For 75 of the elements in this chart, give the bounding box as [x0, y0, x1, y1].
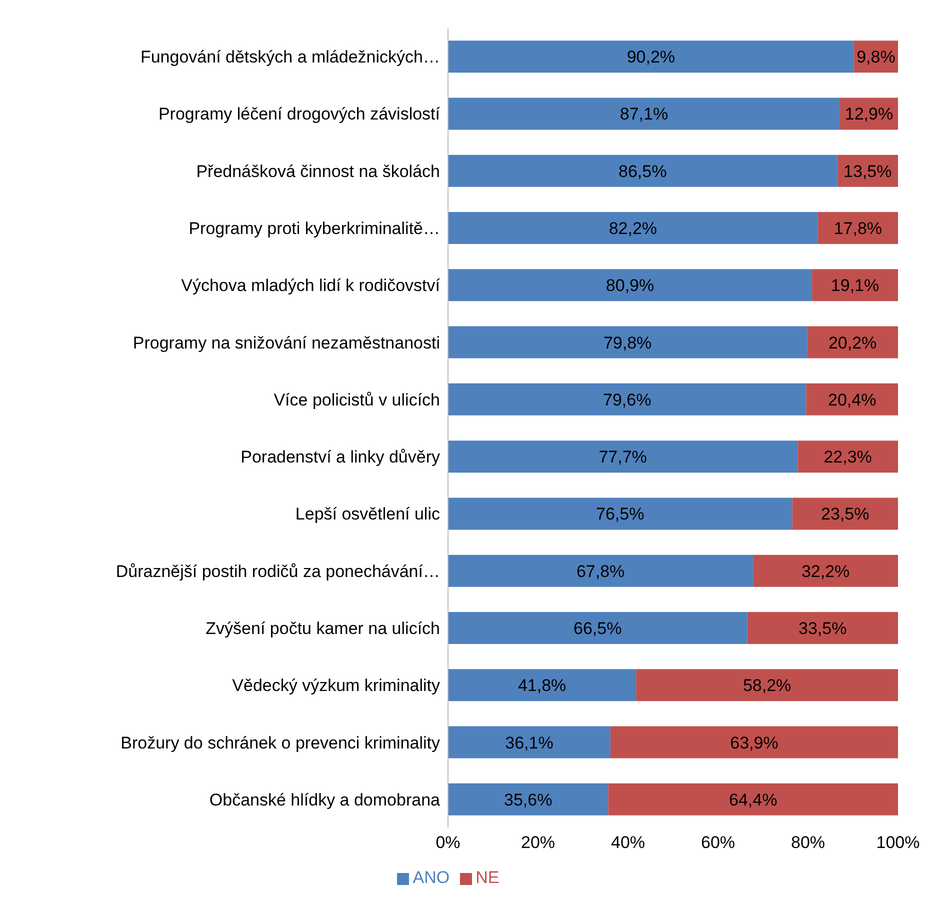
data-label: 76,5% — [596, 504, 644, 524]
data-label: 22,3% — [824, 448, 872, 467]
bar — [448, 612, 748, 644]
data-label: 41,8% — [518, 676, 566, 696]
bar — [448, 269, 812, 302]
bar — [747, 612, 898, 644]
bar — [448, 726, 610, 758]
data-label: 77,7% — [598, 448, 647, 467]
data-label: 17,8% — [834, 219, 882, 238]
bar — [448, 154, 838, 187]
bar — [608, 783, 898, 816]
data-label: 63,9% — [730, 733, 778, 752]
data-label: 67,8% — [576, 562, 625, 581]
bar — [807, 326, 898, 358]
x-tick-label: 100% — [876, 833, 920, 852]
bar — [792, 498, 898, 530]
y-tick-label: Programy léčení drogových závislostí — [158, 104, 440, 124]
bar — [610, 726, 898, 758]
bar — [448, 498, 792, 530]
data-label: 79,8% — [603, 333, 652, 352]
x-tick-label: 0% — [436, 833, 460, 852]
y-tick-label: Poradenství a linky důvěry — [240, 448, 440, 467]
data-label: 90,2% — [626, 48, 676, 67]
data-label: 13,5% — [844, 162, 892, 181]
y-tick-label: Fungování dětských a mládežnických… — [140, 48, 440, 67]
bar — [753, 554, 898, 587]
data-label: 32,2% — [801, 562, 850, 581]
data-label: 35,6% — [504, 790, 552, 810]
data-label: 23,5% — [821, 504, 870, 524]
y-tick-label: Lepší osvětlení ulic — [295, 504, 440, 524]
bar — [448, 440, 798, 473]
bar — [448, 669, 636, 702]
x-tick-label: 40% — [610, 833, 646, 852]
data-label: 9,8% — [856, 48, 896, 67]
bar — [812, 269, 898, 302]
y-tick-label: Důraznější postih rodičů za ponechávání… — [116, 562, 440, 581]
bar — [448, 383, 806, 416]
data-label: 66,5% — [574, 619, 622, 638]
y-tick-label: Občanské hlídky a domobrana — [209, 790, 441, 810]
bar — [818, 212, 898, 244]
y-tick-label: Více policistů v ulicích — [274, 390, 440, 410]
bar — [448, 212, 818, 244]
bar — [448, 98, 840, 130]
data-label: 33,5% — [798, 619, 847, 638]
x-tick-label: 20% — [520, 833, 556, 852]
bar — [448, 783, 608, 816]
data-label: 12,9% — [844, 104, 894, 124]
data-label: 80,9% — [606, 276, 654, 296]
bar — [448, 554, 754, 587]
data-label: 64,4% — [729, 790, 778, 810]
data-label: 36,1% — [505, 733, 554, 752]
data-label: 20,2% — [828, 333, 877, 352]
legend-label: ANO — [412, 868, 450, 887]
y-tick-label: Brožury do schránek o prevenci kriminality — [120, 733, 440, 752]
y-tick-label: Přednášková činnost na školách — [196, 162, 440, 181]
y-tick-label: Zvýšení počtu kamer na ulicích — [206, 619, 440, 638]
data-label: 19,1% — [830, 276, 880, 296]
bar — [448, 326, 808, 358]
bar — [798, 440, 898, 473]
data-label: 58,2% — [742, 676, 792, 696]
x-tick-label: 80% — [790, 833, 826, 852]
bar — [806, 383, 898, 416]
x-tick-label: 60% — [700, 833, 736, 852]
data-label: 87,1% — [620, 104, 668, 124]
data-label: 79,6% — [603, 390, 652, 410]
data-label: 82,2% — [608, 219, 658, 238]
bar — [448, 40, 854, 73]
bar — [636, 669, 898, 702]
y-tick-label: Programy proti kyberkriminalitě… — [188, 219, 440, 238]
y-tick-label: Výchova mladých lidí k rodičovství — [181, 276, 440, 296]
data-label: 20,4% — [828, 390, 876, 410]
legend-label: NE — [476, 868, 500, 887]
data-label: 86,5% — [618, 162, 667, 181]
y-tick-label: Programy na snižování nezaměstnanosti — [132, 333, 440, 352]
y-tick-label: Vědecký výzkum kriminality — [232, 676, 440, 696]
